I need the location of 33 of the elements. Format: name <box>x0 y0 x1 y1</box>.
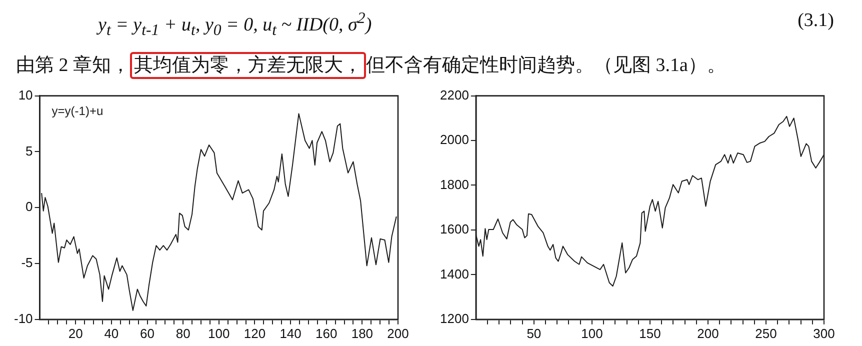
y-tick-label: 2200 <box>440 87 469 102</box>
x-tick-label: 200 <box>697 326 719 341</box>
text: 但不含有确定性时间趋势。（见图 3.1a）。 <box>366 55 726 76</box>
x-tick-label: 40 <box>104 326 119 341</box>
x-tick-label: 100 <box>581 326 603 341</box>
text: (3.1) <box>798 10 834 32</box>
x-tick-label: 80 <box>176 326 190 341</box>
text: y$_{t}$ = y$_{t-1}$ + u$_{t}$, y$_{0}$ = 0, u$_{t}$ ~ IID(0, σ$^{2}$) <box>98 10 372 40</box>
y-tick-label: -5 <box>21 255 33 270</box>
y-tick-label: 1800 <box>440 176 469 192</box>
text: y=y(-1)+u <box>52 104 104 118</box>
y-tick-label: 1400 <box>440 266 469 282</box>
x-tick-label: 60 <box>140 326 154 341</box>
x-tick-label: 150 <box>639 326 661 341</box>
x-tick-label: 250 <box>755 326 777 341</box>
highlight-box: 其均值为零，方差无限大， <box>130 52 366 79</box>
y-tick-label: 10 <box>18 87 33 102</box>
y-tick-label: -10 <box>14 310 33 326</box>
x-tick-label: 300 <box>813 326 835 341</box>
y-tick-label: 1600 <box>440 222 469 237</box>
y-tick-label: 0 <box>26 199 33 214</box>
x-tick-label: 200 <box>387 326 409 341</box>
x-tick-label: 100 <box>208 326 230 341</box>
x-tick-label: 160 <box>316 326 338 341</box>
y-tick-label: 1200 <box>440 310 469 326</box>
y-tick-label: 2000 <box>440 132 469 148</box>
text: 由第 2 章知， <box>16 55 130 76</box>
x-tick-label: 180 <box>351 326 374 341</box>
x-tick-label: 20 <box>68 326 83 341</box>
x-tick-label: 50 <box>526 326 542 341</box>
x-tick-label: 120 <box>244 326 266 341</box>
x-tick-label: 140 <box>280 326 302 341</box>
y-tick-label: 5 <box>26 143 33 158</box>
